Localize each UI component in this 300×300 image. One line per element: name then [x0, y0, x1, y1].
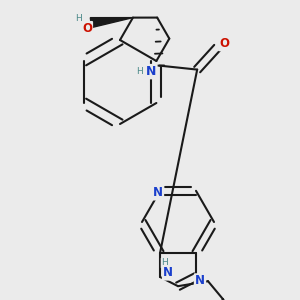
Text: H: H — [76, 14, 82, 23]
Text: N: N — [146, 65, 156, 78]
Text: N: N — [195, 274, 205, 287]
Text: H: H — [136, 67, 142, 76]
Text: N: N — [153, 186, 163, 199]
Text: H: H — [162, 258, 168, 267]
Text: N: N — [163, 266, 173, 279]
Text: H: H — [162, 258, 168, 267]
Text: H: H — [76, 14, 82, 23]
Text: N: N — [146, 65, 156, 78]
Text: O: O — [219, 37, 229, 50]
Text: O: O — [82, 22, 92, 35]
Text: N: N — [195, 274, 205, 287]
Text: N: N — [163, 266, 173, 279]
Polygon shape — [90, 18, 133, 28]
Text: O: O — [219, 37, 229, 50]
Text: H: H — [136, 67, 142, 76]
Text: N: N — [153, 186, 163, 199]
Text: O: O — [82, 22, 92, 35]
